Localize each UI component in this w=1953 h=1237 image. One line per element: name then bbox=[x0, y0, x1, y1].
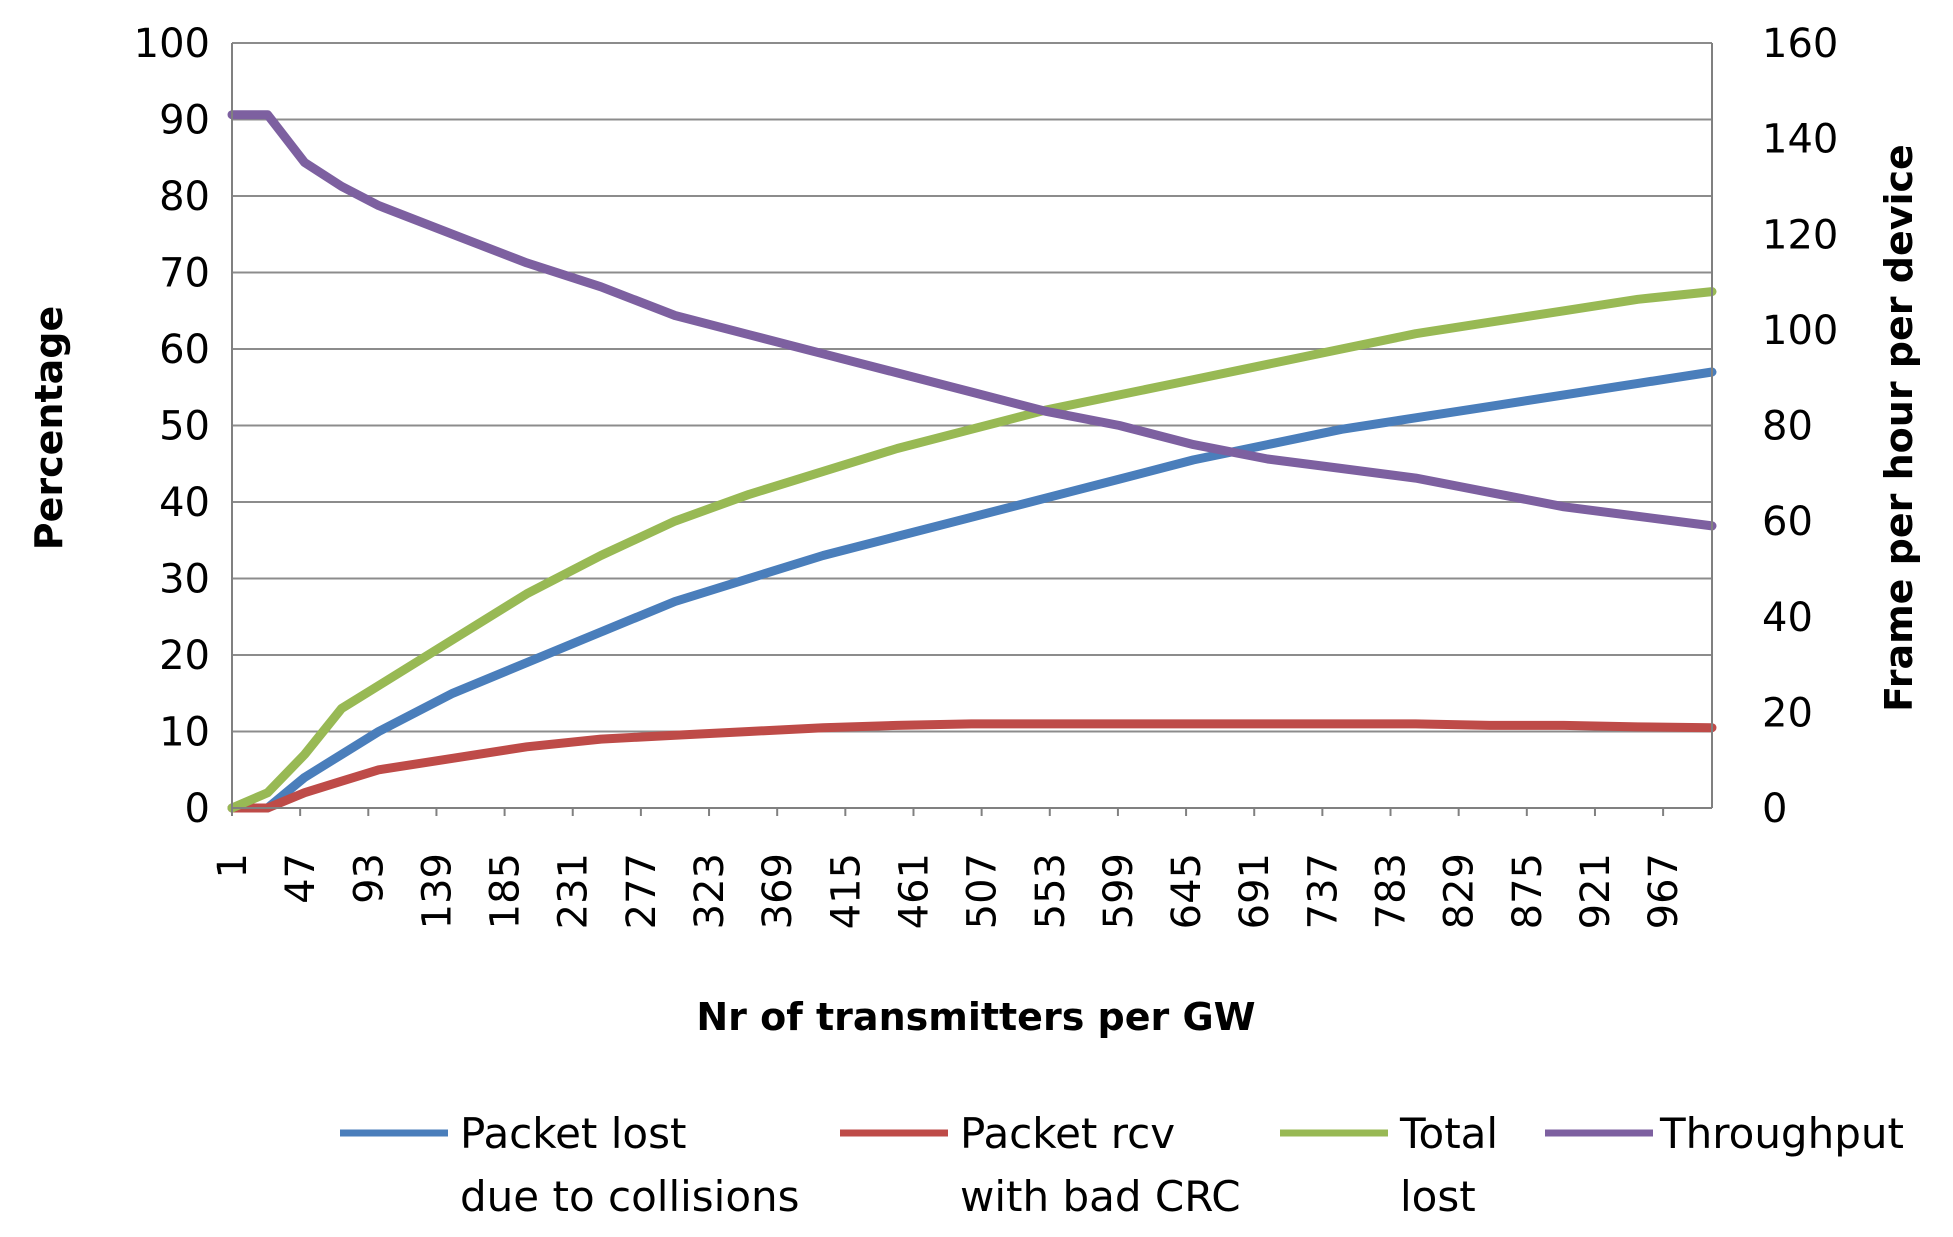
y2-tick-label: 40 bbox=[1762, 595, 1813, 641]
x-tick-label: 967 bbox=[1641, 853, 1687, 929]
y2-tick-label: 140 bbox=[1762, 117, 1838, 163]
x-tick-label: 691 bbox=[1232, 853, 1278, 929]
y-tick-label: 60 bbox=[159, 327, 210, 373]
y-tick-label: 20 bbox=[159, 633, 210, 679]
x-tick-label: 645 bbox=[1164, 853, 1210, 929]
y2-axis-title: Frame per hour per device bbox=[1877, 144, 1921, 712]
legend-label: with bad CRC bbox=[960, 1172, 1241, 1221]
y-tick-label: 100 bbox=[134, 21, 210, 67]
x-tick-label: 461 bbox=[891, 853, 937, 929]
legend-item: Packet lost due to collisions bbox=[340, 1109, 800, 1221]
y-tick-label: 10 bbox=[159, 710, 210, 756]
legend-label: Throughput bbox=[1659, 1109, 1904, 1158]
legend-label: Packet rcv bbox=[960, 1109, 1175, 1158]
y-tick-label: 40 bbox=[159, 480, 210, 526]
x-tick-label: 599 bbox=[1096, 853, 1142, 929]
x-tick-label: 829 bbox=[1437, 853, 1483, 929]
legend-item: Throughput bbox=[1545, 1109, 1904, 1158]
x-tick-label: 93 bbox=[346, 853, 392, 904]
left-y-tick-labels: 0 10 20 30 40 50 60 70 80 90 100 bbox=[134, 21, 210, 832]
x-axis-title: Nr of transmitters per GW bbox=[696, 995, 1255, 1039]
x-tick-labels: 1 47 93 139 185 231 277 323 369 415 461 507 553 599 64… bbox=[210, 808, 1687, 929]
axes bbox=[231, 43, 1713, 809]
legend: Packet lost due to collisions Packet rcv wi… bbox=[340, 1109, 1904, 1221]
y2-tick-label: 160 bbox=[1762, 21, 1838, 67]
x-tick-label: 921 bbox=[1573, 853, 1619, 929]
x-tick-label: 507 bbox=[960, 853, 1006, 929]
x-tick-label: 323 bbox=[687, 853, 733, 929]
right-y-tick-labels: 0 20 40 60 80 100 120 140 160 bbox=[1762, 21, 1838, 832]
y-tick-label: 70 bbox=[159, 251, 210, 297]
legend-label: Packet lost bbox=[460, 1109, 686, 1158]
x-tick-label: 553 bbox=[1028, 853, 1074, 929]
series-layer bbox=[227, 110, 1717, 813]
y2-tick-label: 20 bbox=[1762, 690, 1813, 736]
x-tick-label: 783 bbox=[1369, 853, 1415, 929]
x-tick-label: 737 bbox=[1300, 853, 1346, 929]
legend-item: Packet rcv with bad CRC bbox=[840, 1109, 1241, 1221]
y2-tick-label: 0 bbox=[1762, 786, 1787, 832]
legend-label: lost bbox=[1400, 1172, 1476, 1221]
series-line-total-lost bbox=[227, 287, 1717, 813]
y2-tick-label: 120 bbox=[1762, 212, 1838, 258]
x-tick-label: 139 bbox=[414, 853, 460, 929]
y-tick-label: 50 bbox=[159, 404, 210, 450]
x-tick-label: 277 bbox=[619, 853, 665, 929]
x-tick-label: 875 bbox=[1505, 853, 1551, 929]
y2-tick-label: 80 bbox=[1762, 404, 1813, 450]
y-axis-title: Percentage bbox=[27, 306, 71, 551]
y-tick-label: 0 bbox=[185, 786, 210, 832]
x-tick-label: 231 bbox=[551, 853, 597, 929]
x-tick-label: 1 bbox=[210, 853, 256, 878]
series-line-packet-lost-due-to-collisions bbox=[227, 367, 1717, 813]
x-tick-label: 185 bbox=[483, 853, 529, 929]
y-tick-label: 30 bbox=[159, 557, 210, 603]
y2-tick-label: 60 bbox=[1762, 499, 1813, 545]
x-tick-label: 47 bbox=[278, 853, 324, 904]
legend-label: due to collisions bbox=[460, 1172, 800, 1221]
y-tick-label: 90 bbox=[159, 98, 210, 144]
legend-label: Total bbox=[1399, 1109, 1498, 1158]
y2-tick-label: 100 bbox=[1762, 308, 1838, 354]
y-tick-label: 80 bbox=[159, 174, 210, 220]
legend-item: Total lost bbox=[1280, 1109, 1498, 1221]
x-tick-label: 369 bbox=[755, 853, 801, 929]
x-tick-label: 415 bbox=[823, 853, 869, 929]
series-line-throughput bbox=[227, 110, 1717, 531]
series-line-packet-rcv-with-bad-crc bbox=[227, 719, 1717, 813]
